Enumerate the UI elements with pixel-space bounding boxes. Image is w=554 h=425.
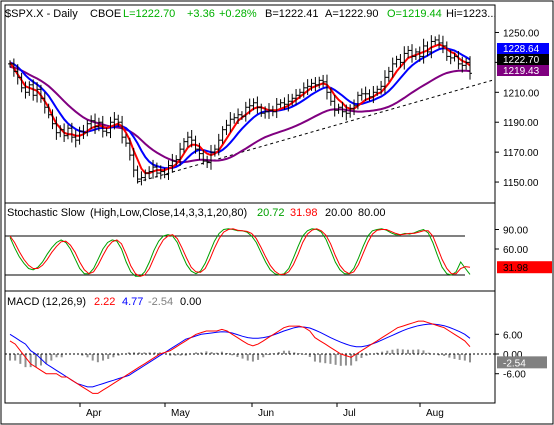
- stochastic-axis-label: 60.00: [503, 245, 528, 256]
- exchange-label: CBOE: [90, 8, 121, 20]
- macd-tag-label: -2.54: [503, 358, 526, 369]
- price-axis: 1150.001170.001190.001210.001230.001250.…: [495, 28, 549, 189]
- macd-panel: [5, 320, 495, 394]
- price-tag-bg: [497, 65, 549, 76]
- support-trendline: [137, 79, 493, 183]
- stochastic-axis: 60.00 90.00 31.98: [495, 226, 552, 274]
- stochastic-title: Stochastic Slow (High,Low,Close,14,3,3,1…: [7, 207, 386, 219]
- macd-line: [9, 320, 471, 394]
- price-panel: [8, 34, 493, 186]
- x-axis-label: Aug: [426, 408, 444, 419]
- price-axis-label: 1210.00: [503, 88, 540, 99]
- stochastic-params: (High,Low,Close,14,3,3,1,20,80): [90, 207, 247, 219]
- stochastic-lower-level: 20.00: [325, 207, 353, 219]
- macd-title: MACD (12,26,9) 2.22 4.77 -2.54 0.00: [7, 296, 201, 308]
- open-label: O=1219.44: [387, 8, 442, 20]
- macd-axis-label: 6.00: [503, 330, 523, 341]
- stochastic-upper-level: 80.00: [358, 207, 386, 219]
- ask-label: A=1222.90: [325, 8, 379, 20]
- zero-level-value: 0.00: [180, 296, 201, 308]
- macd-tag-bg: [497, 356, 547, 369]
- slow-moving-average-line: [9, 65, 471, 164]
- change-pct-label: +0.28%: [219, 8, 257, 20]
- fast-moving-average-line: [9, 43, 471, 175]
- x-axis-label: Jul: [343, 408, 356, 419]
- stochastic-name: Stochastic Slow: [7, 207, 85, 219]
- price-tag-bg: [497, 43, 549, 54]
- histogram-value: -2.54: [148, 296, 173, 308]
- bid-label: B=1222.41: [265, 8, 319, 20]
- last-price-label: L=1222.70: [123, 8, 175, 20]
- x-axis-label: May: [171, 408, 190, 419]
- signal-value: 4.77: [122, 296, 143, 308]
- macd-axis-label: -6.00: [503, 370, 526, 381]
- high-label: Hi=1223...: [446, 8, 496, 20]
- price-tag-label: 1219.43: [503, 66, 540, 77]
- x-axis: Apr May Jun Jul Aug: [79, 403, 444, 419]
- chart-header: $SPX.X - Daily CBOE L=1222.70 +3.36 +0.2…: [5, 8, 496, 20]
- stochastic-tag-label: 31.98: [503, 263, 528, 274]
- stochastic-d-line: [9, 228, 471, 277]
- stochastic-d-value: 31.98: [290, 207, 318, 219]
- price-axis-label: 1150.00: [503, 178, 539, 189]
- stochastic-tag-bg: [497, 261, 552, 274]
- x-axis-label: Jun: [258, 408, 274, 419]
- signal-line: [9, 323, 471, 388]
- price-axis-label: 1190.00: [503, 118, 539, 129]
- price-tag-label: 1228.64: [503, 44, 540, 55]
- x-axis-label: Apr: [86, 408, 102, 419]
- stochastic-panel: [5, 228, 471, 277]
- macd-axis-label: 0.00: [503, 350, 523, 361]
- price-tag-bg: [497, 54, 549, 65]
- stochastic-axis-label: 90.00: [503, 226, 528, 237]
- price-axis-label: 1170.00: [503, 148, 539, 159]
- macd-params: (12,26,9): [42, 296, 86, 308]
- price-axis-label: 1250.00: [503, 28, 540, 39]
- macd-value: 2.22: [94, 296, 115, 308]
- stochastic-k-value: 20.72: [257, 207, 285, 219]
- change-label: +3.36: [187, 8, 215, 20]
- symbol-label: $SPX.X - Daily: [5, 8, 78, 20]
- price-tag-label: 1222.70: [503, 55, 540, 66]
- macd-axis: 6.00 0.00 -6.00-2.54: [495, 330, 547, 381]
- macd-name: MACD: [7, 296, 39, 308]
